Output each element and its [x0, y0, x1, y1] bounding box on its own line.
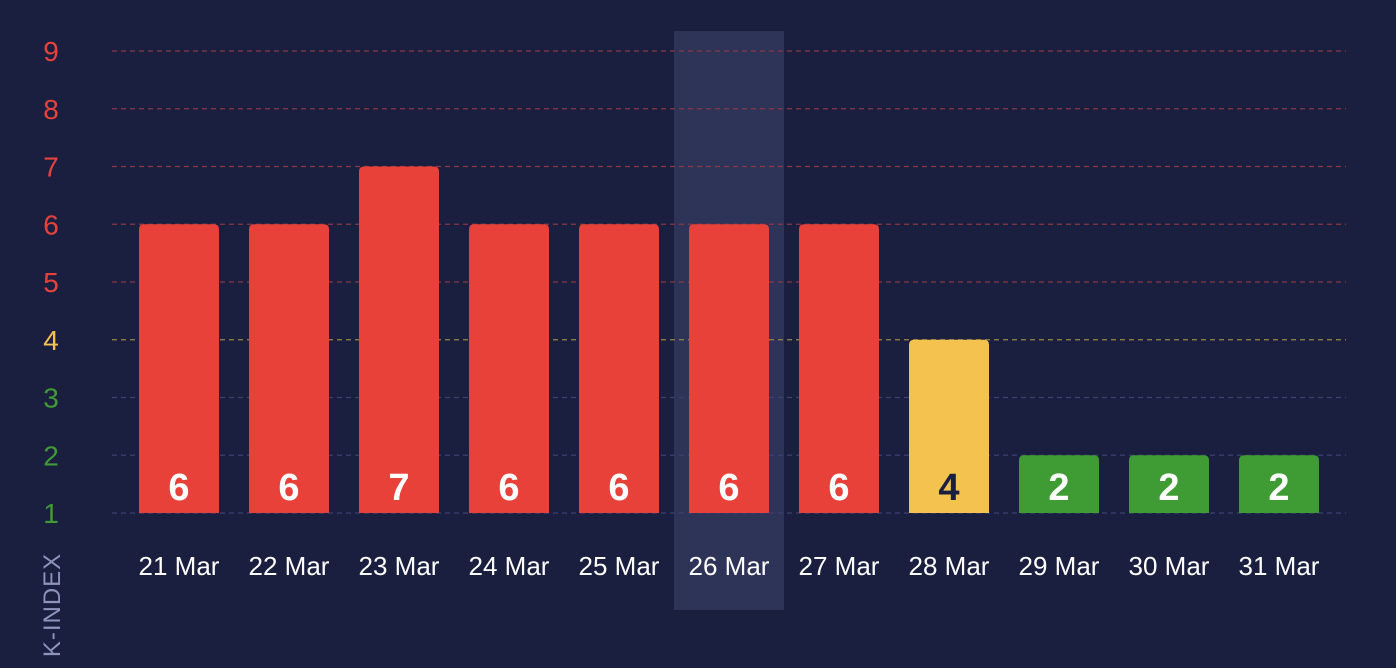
- bar-value-label: 6: [498, 467, 519, 509]
- bar-24-mar[interactable]: [469, 224, 549, 513]
- y-tick-label-4: 4: [43, 325, 59, 356]
- y-tick-label-1: 1: [43, 498, 59, 529]
- x-tick-label: 29 Mar: [1019, 551, 1100, 581]
- x-tick-label: 30 Mar: [1129, 551, 1210, 581]
- bar-label-layer: 6 6 7 6 6 6 6 4 2 2 2: [168, 467, 1289, 509]
- x-tick-label: 24 Mar: [469, 551, 550, 581]
- y-tick-label-5: 5: [43, 267, 59, 298]
- x-tick-label: 25 Mar: [579, 551, 660, 581]
- bar-29-mar[interactable]: [1019, 455, 1099, 513]
- x-tick-label: 22 Mar: [249, 551, 330, 581]
- x-tick-label: 26 Mar: [689, 551, 770, 581]
- bar-27-mar[interactable]: [799, 224, 879, 513]
- x-tick-label: 28 Mar: [909, 551, 990, 581]
- bar-30-mar[interactable]: [1129, 455, 1209, 513]
- bar-value-label: 2: [1048, 467, 1069, 509]
- y-tick-label-2: 2: [43, 440, 59, 471]
- bar-value-label: 6: [718, 467, 739, 509]
- bar-25-mar[interactable]: [579, 224, 659, 513]
- bar-value-label: 6: [608, 467, 629, 509]
- x-tick-label: 27 Mar: [799, 551, 880, 581]
- y-tick-label-6: 6: [43, 209, 59, 240]
- bar-31-mar[interactable]: [1239, 455, 1319, 513]
- bar-28-mar[interactable]: [909, 339, 989, 513]
- bar-layer: [139, 166, 1319, 514]
- bar-value-label: 6: [828, 467, 849, 509]
- y-tick-label-7: 7: [43, 152, 59, 183]
- y-tick-label-8: 8: [43, 94, 59, 125]
- bar-value-label: 6: [168, 467, 189, 509]
- bar-23-mar[interactable]: [359, 166, 439, 514]
- bar-value-label: 7: [388, 467, 409, 509]
- x-tick-label: 23 Mar: [359, 551, 440, 581]
- y-tick-label-3: 3: [43, 383, 59, 414]
- bar-value-label: 2: [1158, 467, 1179, 509]
- y-tick-label-9: 9: [43, 36, 59, 67]
- x-tick-layer: 21 Mar 22 Mar 23 Mar 24 Mar 25 Mar 26 Mar 27 M…: [139, 551, 1320, 581]
- bar-value-label: 2: [1268, 467, 1289, 509]
- bar-value-label: 6: [278, 467, 299, 509]
- y-tick-layer: 1 2 3 4 5 6 7 8 9: [43, 36, 59, 529]
- bar-value-label: 4: [938, 467, 959, 509]
- x-tick-label: 21 Mar: [139, 551, 220, 581]
- bar-21-mar[interactable]: [139, 224, 219, 513]
- bar-26-mar[interactable]: [689, 224, 769, 513]
- y-axis-label: K-INDEX: [39, 553, 66, 657]
- bar-22-mar[interactable]: [249, 224, 329, 513]
- x-tick-label: 31 Mar: [1239, 551, 1320, 581]
